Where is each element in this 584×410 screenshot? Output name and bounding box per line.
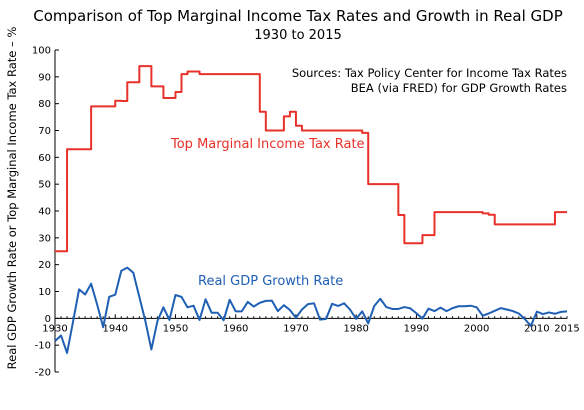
gdp-growth-series-line [54,266,568,354]
y-tick-label: 40 [38,207,51,218]
tax-rate-series-line [55,65,567,253]
y-tick-label: 50 [38,180,51,191]
y-tick-label: 80 [38,99,51,110]
y-tick-label: 0 [45,314,51,325]
gdp-series-label: Real GDP Growth Rate [198,274,343,289]
y-tick-label: -20 [35,368,51,379]
plot-area [54,65,568,354]
y-tick-label: 90 [38,72,51,83]
y-tick-label: 20 [38,260,51,271]
y-tick-label: 70 [38,126,51,137]
chart-title: Comparison of Top Marginal Income Tax Ra… [33,7,563,25]
x-tick-label: 1930 [42,323,67,334]
y-tick-label: 10 [38,287,51,298]
chart-subtitle: 1930 to 2015 [254,28,341,43]
x-tick-label: 1940 [103,323,128,334]
x-tick-label: 2000 [464,323,489,334]
y-tick-label: 60 [38,153,51,164]
y-tick-label: 30 [38,233,51,244]
x-tick-label: 1970 [283,323,308,334]
x-tick-label: 2010 [524,323,549,334]
axes: -20 -10 0 10 20 30 40 50 60 70 80 90 100 1930 1940 1950… [32,46,580,379]
y-tick-label: -10 [35,341,51,352]
x-tick-label: 1950 [163,323,188,334]
x-tick-label: 1960 [223,323,248,334]
x-tick-label: 1990 [404,323,429,334]
x-tick-label: 1980 [343,323,368,334]
x-tick-label: 2015 [554,323,579,334]
tax-rate-series-label: Top Marginal Income Tax Rate [170,137,365,152]
y-axis-label: Real GDP Growth Rate or Top Marginal Inc… [5,27,19,370]
sources-line-2: BEA (via FRED) for GDP Growth Rates [351,81,567,95]
sources-line-1: Sources: Tax Policy Center for Income Ta… [292,66,567,80]
y-tick-label: 100 [32,46,51,57]
